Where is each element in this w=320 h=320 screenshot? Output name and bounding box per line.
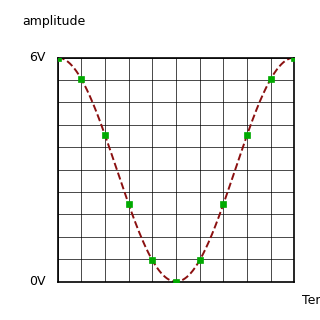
Text: amplitude: amplitude [22,15,85,28]
Text: 6V: 6V [29,51,46,64]
Text: 0V: 0V [29,275,46,288]
Text: Tem: Tem [301,294,320,307]
